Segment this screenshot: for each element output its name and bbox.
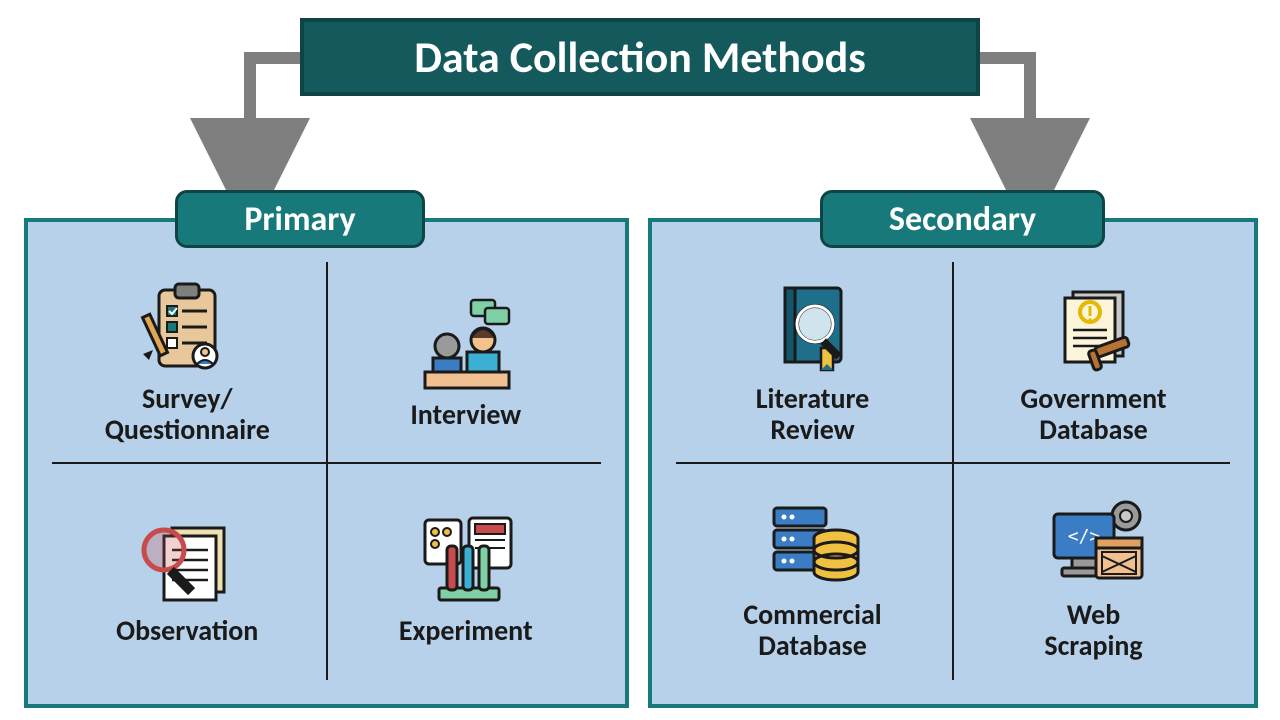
secondary-grid: Literature Review Government Database <box>672 254 1234 686</box>
item-label: Literature Review <box>756 384 870 446</box>
item-label: Web Scraping <box>1044 600 1142 662</box>
item-label: Government Database <box>1020 384 1166 446</box>
clipboard-survey-icon <box>137 278 237 378</box>
experiment-icon <box>411 510 521 610</box>
primary-header-label: Primary <box>244 199 355 240</box>
item-interview: Interview <box>327 254 606 470</box>
item-commercial-database: Commercial Database <box>672 470 953 686</box>
item-observation: Observation <box>48 470 327 686</box>
secondary-panel: Literature Review Government Database <box>648 218 1258 708</box>
item-label: Observation <box>116 616 258 647</box>
item-gov-database: Government Database <box>953 254 1234 470</box>
book-search-icon <box>763 278 863 378</box>
secondary-header-label: Secondary <box>889 199 1036 240</box>
item-label: Survey/ Questionnaire <box>105 384 270 446</box>
magnifier-doc-icon <box>132 510 242 610</box>
gov-doc-icon <box>1039 278 1149 378</box>
primary-panel: Survey/ Questionnaire Interview <box>24 218 629 708</box>
server-db-icon <box>758 494 868 594</box>
secondary-header: Secondary <box>820 190 1105 248</box>
item-survey: Survey/ Questionnaire <box>48 254 327 470</box>
item-label: Commercial Database <box>743 600 881 662</box>
item-label: Experiment <box>399 616 533 647</box>
item-literature-review: Literature Review <box>672 254 953 470</box>
primary-header: Primary <box>175 190 425 248</box>
item-label: Interview <box>410 400 521 431</box>
item-experiment: Experiment <box>327 470 606 686</box>
interview-icon <box>411 294 521 394</box>
web-scraping-icon: </> <box>1034 494 1154 594</box>
item-web-scraping: </> Web Scraping <box>953 470 1234 686</box>
primary-grid: Survey/ Questionnaire Interview <box>48 254 605 686</box>
